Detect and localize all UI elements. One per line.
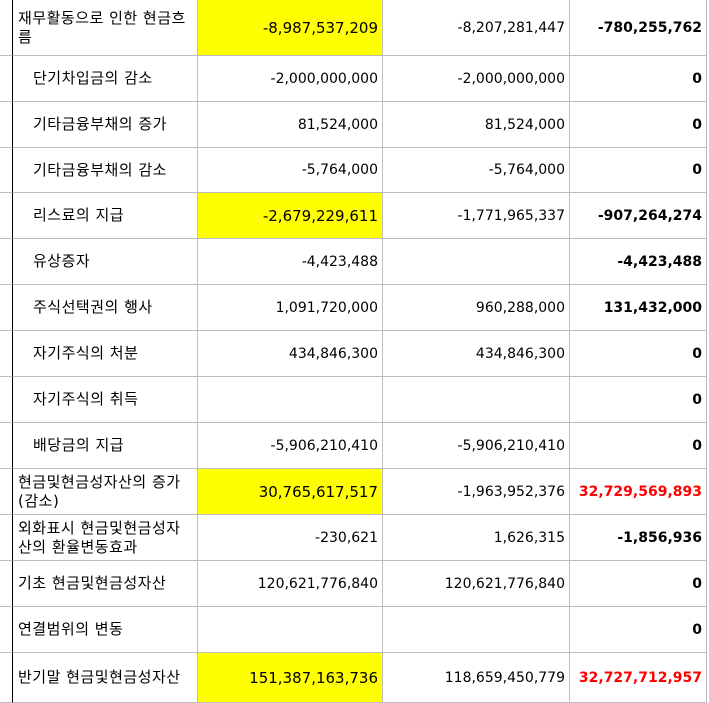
value-prior-cell[interactable]: -8,207,281,447 bbox=[383, 0, 570, 56]
row-gutter-cell[interactable] bbox=[0, 56, 13, 102]
table-row: 재무활동으로 인한 현금흐름 -8,987,537,209 -8,207,281,4… bbox=[0, 0, 709, 56]
row-gutter-cell[interactable] bbox=[0, 193, 13, 239]
account-label-cell[interactable]: 기초 현금및현금성자산 bbox=[13, 561, 198, 607]
account-label-cell[interactable]: 주식선택권의 행사 bbox=[13, 285, 198, 331]
account-label-cell[interactable]: 현금및현금성자산의 증가(감소) bbox=[13, 469, 198, 515]
value-current-cell[interactable]: 81,524,000 bbox=[198, 102, 383, 148]
value-prior-cell[interactable]: 81,524,000 bbox=[383, 102, 570, 148]
value-current-cell[interactable]: 30,765,617,517 bbox=[198, 469, 383, 515]
difference-cell[interactable]: -907,264,274 bbox=[570, 193, 707, 239]
difference-cell[interactable]: 0 bbox=[570, 561, 707, 607]
row-gutter-cell[interactable] bbox=[0, 285, 13, 331]
value-prior-cell[interactable]: -1,771,965,337 bbox=[383, 193, 570, 239]
row-gutter-cell[interactable] bbox=[0, 423, 13, 469]
value-current-cell[interactable]: 434,846,300 bbox=[198, 331, 383, 377]
value-current-cell[interactable] bbox=[198, 377, 383, 423]
value-prior-cell[interactable] bbox=[383, 239, 570, 285]
difference-cell[interactable]: 0 bbox=[570, 56, 707, 102]
row-gutter-cell[interactable] bbox=[0, 653, 13, 703]
account-label-cell[interactable]: 단기차입금의 감소 bbox=[13, 56, 198, 102]
table-row: 단기차입금의 감소 -2,000,000,000 -2,000,000,000 0 bbox=[0, 56, 709, 102]
value-current-cell[interactable]: 151,387,163,736 bbox=[198, 653, 383, 703]
table-row: 유상증자 -4,423,488 -4,423,488 bbox=[0, 239, 709, 285]
value-prior-cell[interactable]: 118,659,450,779 bbox=[383, 653, 570, 703]
row-gutter-cell[interactable] bbox=[0, 331, 13, 377]
difference-cell[interactable]: 32,729,569,893 bbox=[570, 469, 707, 515]
value-current-cell[interactable]: 120,621,776,840 bbox=[198, 561, 383, 607]
account-label-cell[interactable]: 기타금융부채의 감소 bbox=[13, 148, 198, 193]
value-prior-cell[interactable]: 434,846,300 bbox=[383, 331, 570, 377]
table-row: 반기말 현금및현금성자산 151,387,163,736 118,659,450,7… bbox=[0, 653, 709, 703]
row-gutter-cell[interactable] bbox=[0, 377, 13, 423]
table-row: 자기주식의 취득 0 bbox=[0, 377, 709, 423]
difference-cell[interactable]: 0 bbox=[570, 331, 707, 377]
account-label-cell[interactable]: 자기주식의 처분 bbox=[13, 331, 198, 377]
value-prior-cell[interactable]: -5,764,000 bbox=[383, 148, 570, 193]
value-current-cell[interactable] bbox=[198, 607, 383, 653]
value-prior-cell[interactable] bbox=[383, 607, 570, 653]
table-row: 현금및현금성자산의 증가(감소) 30,765,617,517 -1,963,952… bbox=[0, 469, 709, 515]
difference-cell[interactable]: 0 bbox=[570, 102, 707, 148]
difference-cell[interactable]: 0 bbox=[570, 607, 707, 653]
value-current-cell[interactable]: -2,679,229,611 bbox=[198, 193, 383, 239]
value-prior-cell[interactable]: 120,621,776,840 bbox=[383, 561, 570, 607]
account-label-cell[interactable]: 재무활동으로 인한 현금흐름 bbox=[13, 0, 198, 56]
row-gutter-cell[interactable] bbox=[0, 515, 13, 561]
account-label-cell[interactable]: 리스료의 지급 bbox=[13, 193, 198, 239]
table-row: 기타금융부채의 증가 81,524,000 81,524,000 0 bbox=[0, 102, 709, 148]
table-row: 기타금융부채의 감소 -5,764,000 -5,764,000 0 bbox=[0, 148, 709, 193]
difference-cell[interactable]: 131,432,000 bbox=[570, 285, 707, 331]
difference-cell[interactable]: 32,727,712,957 bbox=[570, 653, 707, 703]
value-current-cell[interactable]: -8,987,537,209 bbox=[198, 0, 383, 56]
value-prior-cell[interactable]: -5,906,210,410 bbox=[383, 423, 570, 469]
row-gutter-cell[interactable] bbox=[0, 239, 13, 285]
table-row: 리스료의 지급 -2,679,229,611 -1,771,965,337 -907,… bbox=[0, 193, 709, 239]
row-gutter-cell[interactable] bbox=[0, 148, 13, 193]
row-gutter-cell[interactable] bbox=[0, 102, 13, 148]
value-prior-cell[interactable]: -2,000,000,000 bbox=[383, 56, 570, 102]
difference-cell[interactable]: 0 bbox=[570, 423, 707, 469]
table-row: 배당금의 지급 -5,906,210,410 -5,906,210,410 0 bbox=[0, 423, 709, 469]
value-prior-cell[interactable]: 1,626,315 bbox=[383, 515, 570, 561]
row-gutter-cell[interactable] bbox=[0, 469, 13, 515]
account-label-cell[interactable]: 유상증자 bbox=[13, 239, 198, 285]
value-current-cell[interactable]: 1,091,720,000 bbox=[198, 285, 383, 331]
account-label-cell[interactable]: 배당금의 지급 bbox=[13, 423, 198, 469]
account-label-cell[interactable]: 자기주식의 취득 bbox=[13, 377, 198, 423]
difference-cell[interactable]: -780,255,762 bbox=[570, 0, 707, 56]
value-current-cell[interactable]: -4,423,488 bbox=[198, 239, 383, 285]
row-gutter-cell[interactable] bbox=[0, 0, 13, 56]
row-gutter-cell[interactable] bbox=[0, 561, 13, 607]
table-row: 주식선택권의 행사 1,091,720,000 960,288,000 131,432… bbox=[0, 285, 709, 331]
account-label-cell[interactable]: 연결범위의 변동 bbox=[13, 607, 198, 653]
value-current-cell[interactable]: -2,000,000,000 bbox=[198, 56, 383, 102]
difference-cell[interactable]: -4,423,488 bbox=[570, 239, 707, 285]
account-label-cell[interactable]: 기타금융부채의 증가 bbox=[13, 102, 198, 148]
difference-cell[interactable]: -1,856,936 bbox=[570, 515, 707, 561]
table-row: 자기주식의 처분 434,846,300 434,846,300 0 bbox=[0, 331, 709, 377]
row-gutter-cell[interactable] bbox=[0, 607, 13, 653]
table-row: 외화표시 현금및현금성자산의 환율변동효과 -230,621 1,626,315 -1… bbox=[0, 515, 709, 561]
value-prior-cell[interactable]: -1,963,952,376 bbox=[383, 469, 570, 515]
difference-cell[interactable]: 0 bbox=[570, 148, 707, 193]
account-label-cell[interactable]: 반기말 현금및현금성자산 bbox=[13, 653, 198, 703]
value-current-cell[interactable]: -5,906,210,410 bbox=[198, 423, 383, 469]
value-current-cell[interactable]: -230,621 bbox=[198, 515, 383, 561]
value-current-cell[interactable]: -5,764,000 bbox=[198, 148, 383, 193]
table-row: 기초 현금및현금성자산 120,621,776,840 120,621,776,84… bbox=[0, 561, 709, 607]
difference-cell[interactable]: 0 bbox=[570, 377, 707, 423]
table-row: 연결범위의 변동 0 bbox=[0, 607, 709, 653]
value-prior-cell[interactable] bbox=[383, 377, 570, 423]
account-label-cell[interactable]: 외화표시 현금및현금성자산의 환율변동효과 bbox=[13, 515, 198, 561]
value-prior-cell[interactable]: 960,288,000 bbox=[383, 285, 570, 331]
